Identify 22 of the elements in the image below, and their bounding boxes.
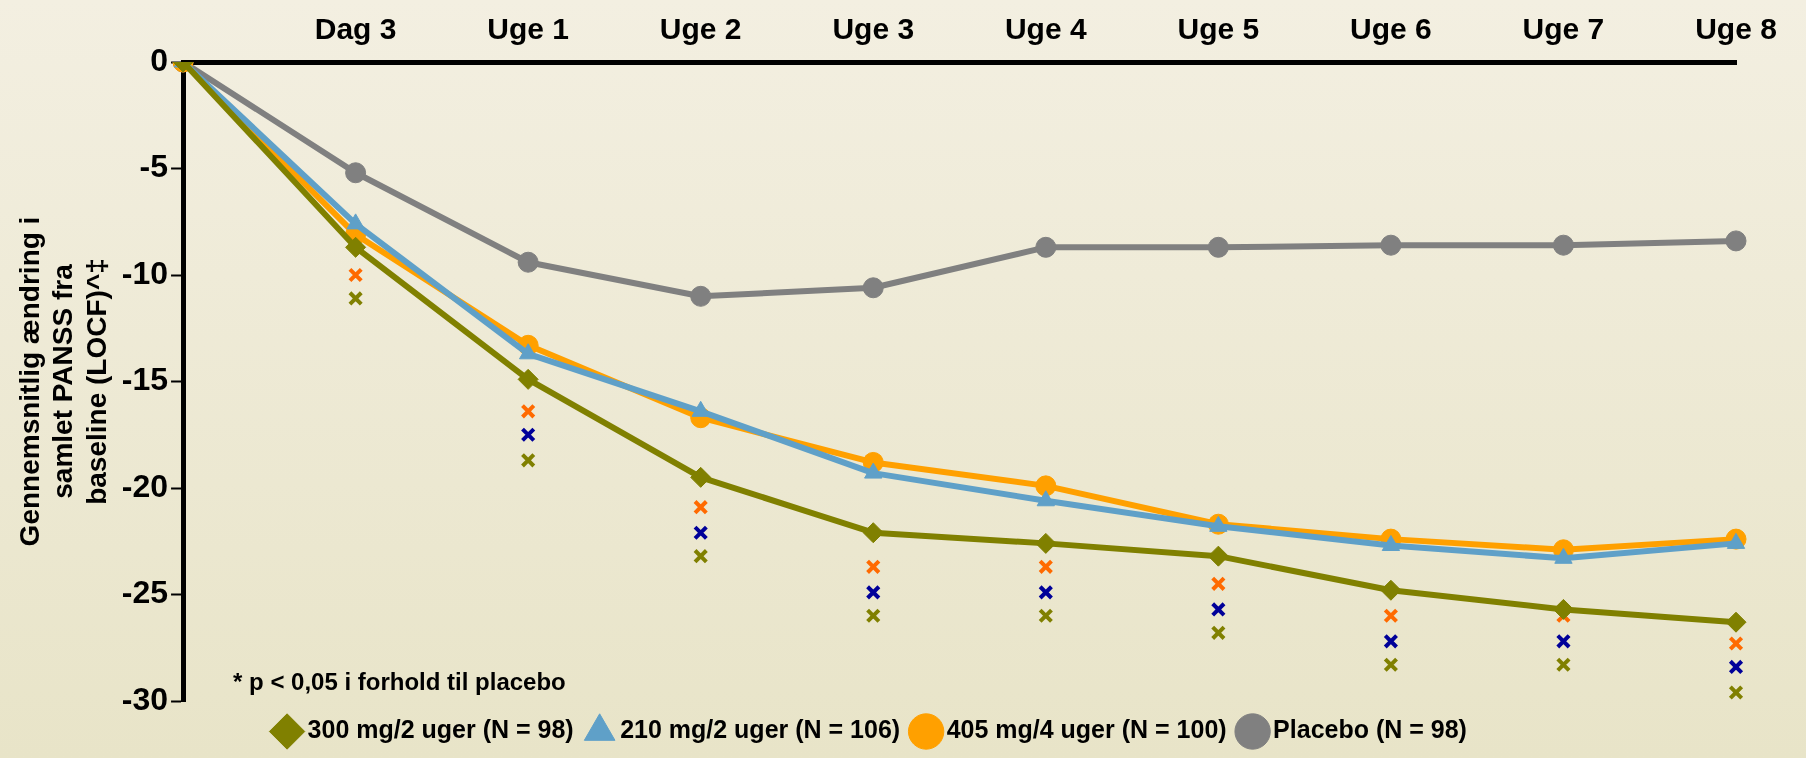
x-tick-label: Uge 6 <box>1350 12 1432 46</box>
x-tick-label: Uge 3 <box>832 12 915 46</box>
y-tick-label: -10 <box>121 254 169 291</box>
x-tick-label: Uge 2 <box>659 12 742 46</box>
legend-label: 300 mg/2 uger (N = 98) <box>307 715 574 744</box>
annotation: * p < 0,05 i forhold til placebo <box>233 667 566 695</box>
y-tick-label: -25 <box>121 574 169 611</box>
legend-label: 210 mg/2 uger (N = 106) <box>620 715 901 744</box>
x-tick-label: Uge 8 <box>1695 12 1777 46</box>
x-tick-label: Uge 5 <box>1177 12 1260 46</box>
y-tick-label: -5 <box>139 148 169 185</box>
legend-label: 405 mg/4 uger (N = 100) <box>946 715 1227 744</box>
y-axis-title: Gennemsnitlig ændring i samlet PANSS fra baseline (LOCF)^‡ <box>13 216 112 547</box>
y-tick-label: -15 <box>121 361 169 398</box>
y-tick-label: 0 <box>150 41 169 78</box>
x-tick-label: Uge 7 <box>1522 12 1605 46</box>
y-tick-label: -30 <box>121 680 169 717</box>
x-tick-label: Uge 1 <box>487 12 569 46</box>
y-tick-label: -20 <box>121 467 169 504</box>
x-tick-label: Uge 4 <box>1004 12 1087 46</box>
x-tick-label: Dag 3 <box>314 12 397 46</box>
legend-label: Placebo (N = 98) <box>1273 715 1467 744</box>
